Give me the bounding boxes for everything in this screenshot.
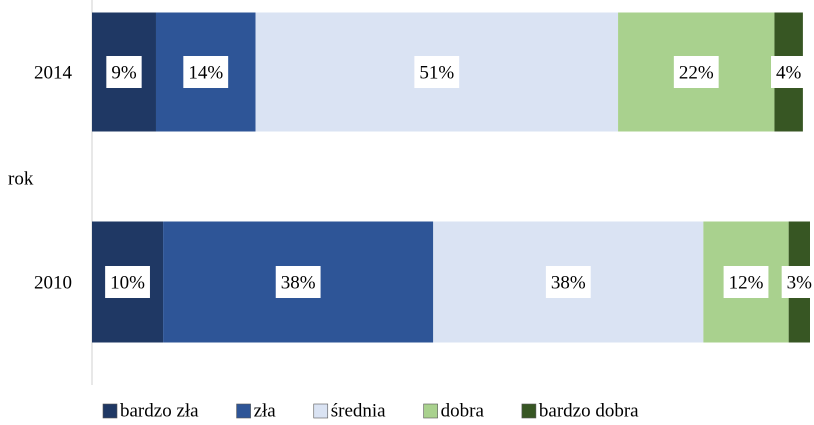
y-axis-label: rok bbox=[8, 168, 34, 189]
data-label: 10% bbox=[110, 272, 145, 293]
data-label: 9% bbox=[111, 62, 137, 83]
data-label-box bbox=[414, 56, 460, 88]
data-label: 4% bbox=[776, 62, 802, 83]
legend-swatch bbox=[313, 403, 329, 419]
data-label: 51% bbox=[419, 62, 454, 83]
data-label: 3% bbox=[787, 272, 813, 293]
data-label-box bbox=[781, 266, 814, 298]
data-label-box bbox=[545, 266, 591, 298]
legend-label: bardzo zła bbox=[120, 400, 199, 421]
data-label: 38% bbox=[281, 272, 316, 293]
legend-swatch bbox=[521, 403, 537, 419]
data-label-box bbox=[106, 56, 142, 88]
data-label: 38% bbox=[551, 272, 586, 293]
data-label: 12% bbox=[729, 272, 764, 293]
legend-label: dobra bbox=[441, 400, 485, 421]
legend-label: zła bbox=[254, 400, 277, 421]
y-tick-label: 2014 bbox=[34, 62, 73, 83]
legend-swatch bbox=[423, 403, 438, 419]
legend-label: średnia bbox=[331, 400, 386, 421]
data-label-box bbox=[275, 266, 321, 298]
legend-swatch bbox=[102, 403, 118, 419]
data-label-box bbox=[673, 56, 719, 88]
data-label: 22% bbox=[679, 62, 714, 83]
data-label-box bbox=[105, 266, 150, 298]
data-label-box bbox=[771, 56, 807, 88]
data-label: 14% bbox=[188, 62, 223, 83]
legend-swatch bbox=[236, 403, 251, 419]
data-label-box bbox=[723, 266, 769, 298]
data-label-box bbox=[183, 56, 229, 88]
legend-label: bardzo dobra bbox=[539, 400, 639, 421]
y-tick-label: 2010 bbox=[34, 272, 72, 293]
